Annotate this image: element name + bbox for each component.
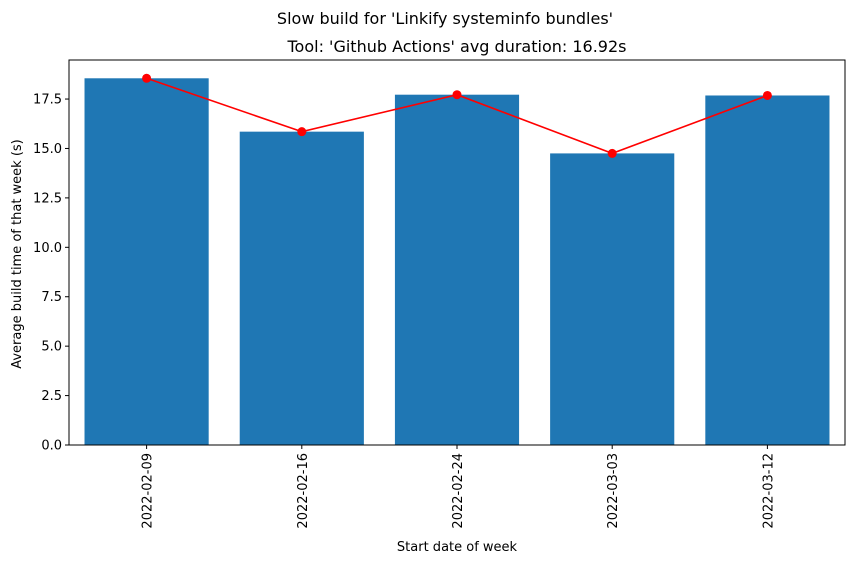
x-tick-label: 2022-02-24 <box>451 453 466 529</box>
x-axis-label: Start date of week <box>397 540 518 555</box>
x-tick-label: 2022-03-12 <box>761 453 776 529</box>
y-tick-label: 15.0 <box>33 142 62 157</box>
chart-title: Tool: 'Github Actions' avg duration: 16.… <box>287 37 627 56</box>
y-tick-label: 2.5 <box>41 389 62 404</box>
y-axis-label: Average build time of that week (s) <box>10 139 25 369</box>
trend-point-2022-02-09 <box>142 73 152 83</box>
bar-2022-03-03 <box>550 153 675 446</box>
y-tick-label: 0.0 <box>41 439 62 454</box>
y-tick-label: 5.0 <box>41 340 62 355</box>
x-tick-label: 2022-03-03 <box>606 453 621 529</box>
trend-point-2022-02-16 <box>297 127 307 137</box>
trend-point-2022-02-24 <box>452 90 462 100</box>
x-tick-label: 2022-02-09 <box>141 453 156 529</box>
x-tick-label: 2022-02-16 <box>296 453 311 529</box>
y-tick-label: 7.5 <box>41 290 62 305</box>
bar-2022-02-16 <box>239 131 364 445</box>
y-tick-label: 10.0 <box>33 241 62 256</box>
trend-point-2022-03-12 <box>762 90 772 100</box>
chart-suptitle: Slow build for 'Linkify systeminfo bundl… <box>277 9 613 28</box>
bar-2022-02-09 <box>84 78 209 446</box>
trend-point-2022-03-03 <box>607 148 617 158</box>
bar-2022-02-24 <box>394 94 520 445</box>
plot-area: 0.0 2.5 5.0 7.5 10.0 12.5 15.0 17.5 2022-02-09 20… <box>33 59 846 529</box>
y-tick-label: 12.5 <box>33 191 62 206</box>
bar-2022-03-12 <box>705 95 830 446</box>
y-tick-label: 17.5 <box>33 93 62 108</box>
